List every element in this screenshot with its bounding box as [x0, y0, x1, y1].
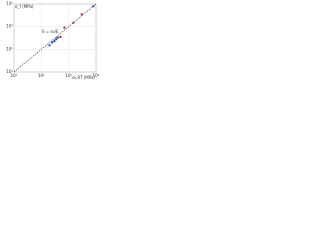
point [48, 44, 51, 47]
x-tick-label: 10¹ [11, 73, 18, 78]
y-axis-label: σ_f (MPa) [15, 4, 34, 9]
y-tick-label: 10³ [6, 24, 13, 29]
x-axis-label: σ₀,RT (MPa) [72, 75, 95, 80]
page: {"chart_data": {"type": "scatter", "log_… [0, 0, 320, 85]
annotation: S = σ₀/E [42, 29, 59, 34]
x-tick-label: 10³ [65, 73, 72, 78]
point [55, 37, 58, 41]
point [56, 36, 59, 39]
reference-line [13, 3, 97, 73]
x-tick-label: 10⁴ [93, 73, 100, 78]
point [59, 35, 62, 39]
x-tick-label: 10² [38, 73, 45, 78]
point [51, 41, 54, 44]
point [92, 4, 95, 8]
point [53, 39, 56, 43]
y-tick-label: 10² [6, 46, 13, 51]
y-tick-label: 10¹ [6, 69, 13, 74]
y-tick-label: 10⁴ [6, 1, 13, 6]
point [72, 21, 75, 24]
point [63, 26, 66, 29]
point [80, 13, 83, 16]
chart: σ_f (MPa) σ₀,RT (MPa) S = σ₀/E 10¹ 10² 10³… [6, 1, 100, 80]
